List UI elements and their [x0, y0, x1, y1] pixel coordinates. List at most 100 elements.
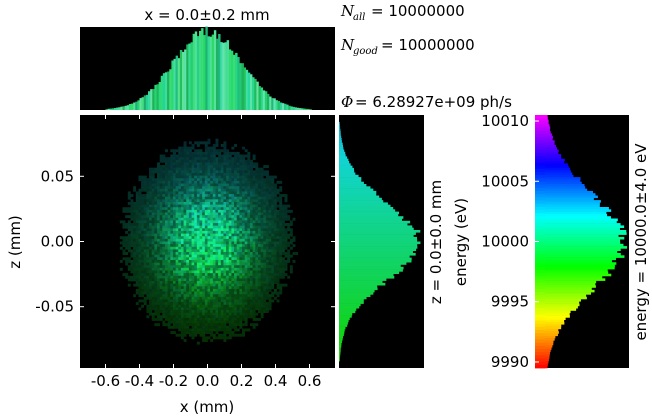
- heatmap-cell: [226, 230, 230, 234]
- heatmap-cell: [228, 278, 232, 282]
- heatmap-cell: [252, 199, 256, 203]
- heatmap-cell: [125, 238, 129, 242]
- heatmap-cell: [273, 296, 277, 300]
- heatmap-cell: [133, 228, 137, 232]
- heatmap-cell: [231, 204, 235, 208]
- heatmap-cell: [265, 170, 269, 174]
- heatmap-cell: [196, 188, 200, 192]
- heatmap-cell: [220, 167, 224, 171]
- heatmap-cell: [244, 317, 248, 321]
- heatmap-cell: [170, 246, 174, 250]
- heatmap-cell: [178, 207, 182, 211]
- heatmap-cell: [196, 246, 200, 250]
- heatmap-cell: [178, 296, 182, 300]
- heatmap-cell: [199, 307, 203, 311]
- heatmap-cell: [125, 262, 129, 266]
- heatmap-cell: [263, 288, 267, 292]
- heatmap-cell: [127, 191, 131, 195]
- heatmap-cell: [170, 233, 174, 237]
- heatmap-cell: [170, 325, 174, 329]
- heatmap-cell: [257, 170, 261, 174]
- heatmap-cell: [157, 259, 160, 263]
- heatmap-cell: [188, 315, 192, 319]
- heatmap-cell: [252, 217, 256, 221]
- heatmap-cell: [239, 212, 243, 216]
- heatmap-cell: [199, 175, 203, 179]
- heatmap-cell: [154, 299, 158, 303]
- heatmap-cell: [167, 304, 171, 308]
- x-histogram-bar: [269, 96, 272, 110]
- heatmap-cell: [207, 317, 211, 321]
- z-histogram-bar: [339, 248, 417, 251]
- heatmap-cell: [244, 294, 248, 298]
- heatmap-cell: [252, 283, 256, 287]
- heatmap-cell: [220, 294, 224, 298]
- heatmap-cell: [260, 249, 264, 253]
- heatmap-cell: [194, 223, 198, 226]
- heatmap-cell: [170, 149, 174, 153]
- heatmap-cell: [157, 162, 160, 166]
- heatmap-cell: [284, 262, 288, 266]
- z-tick-label: 0.05: [41, 167, 74, 185]
- heatmap-cell: [175, 159, 179, 163]
- heatmap-cell: [133, 201, 137, 205]
- heatmap-cell: [228, 310, 232, 313]
- heatmap-cell: [239, 265, 243, 269]
- heatmap-cell: [151, 302, 155, 306]
- heatmap-cell: [244, 196, 248, 200]
- energy-histogram-bar: [545, 220, 617, 224]
- heatmap-cell: [204, 217, 208, 221]
- heatmap-cell: [231, 262, 235, 266]
- heatmap-cell: [178, 286, 182, 290]
- heatmap-cell: [231, 162, 235, 166]
- heatmap-cell: [170, 183, 174, 187]
- heatmap-cell: [180, 281, 184, 284]
- heatmap-cell: [250, 273, 253, 277]
- heatmap-cell: [218, 162, 222, 166]
- heatmap-cell: [242, 246, 245, 250]
- heatmap-cell: [127, 220, 131, 224]
- heatmap-cell: [234, 186, 238, 190]
- heatmap-cell: [154, 259, 158, 263]
- heatmap-cell: [162, 304, 166, 308]
- energy-histogram-bar: [545, 193, 596, 196]
- heatmap-cell: [172, 225, 176, 229]
- heatmap-cell: [127, 201, 131, 205]
- heatmap-cell: [260, 191, 264, 195]
- heatmap-cell: [223, 196, 227, 200]
- heatmap-cell: [236, 209, 240, 213]
- z-histogram-bar: [339, 342, 342, 346]
- heatmap-cell: [271, 241, 275, 245]
- heatmap-cell: [175, 270, 179, 274]
- heatmap-cell: [228, 162, 232, 166]
- heatmap-cell: [138, 241, 142, 245]
- heatmap-cell: [220, 281, 224, 284]
- heatmap-cell: [138, 236, 142, 240]
- heatmap-cell: [180, 331, 184, 335]
- heatmap-cell: [263, 283, 267, 287]
- heatmap-cell: [234, 286, 238, 290]
- heatmap-cell: [130, 209, 134, 213]
- heatmap-cell: [257, 270, 261, 274]
- heatmap-cell: [199, 217, 203, 221]
- heatmap-cell: [223, 310, 227, 313]
- heatmap-cell: [175, 262, 179, 266]
- heatmap-cell: [247, 172, 251, 176]
- heatmap-cell: [186, 167, 190, 171]
- heatmap-cell: [252, 302, 256, 306]
- heatmap-cell: [183, 294, 187, 298]
- heatmap-cell: [210, 259, 214, 263]
- heatmap-cell: [255, 249, 259, 253]
- heatmap-cell: [263, 212, 267, 216]
- heatmap-cell: [186, 312, 190, 316]
- heatmap-cell: [199, 281, 203, 284]
- heatmap-cell: [271, 257, 275, 261]
- heatmap-cell: [231, 278, 235, 282]
- heatmap-cell: [226, 233, 230, 237]
- heatmap-cell: [244, 312, 248, 316]
- heatmap-cell: [250, 204, 253, 208]
- heatmap-cell: [242, 333, 245, 337]
- heatmap-cell: [154, 283, 158, 287]
- heatmap-cell: [167, 196, 171, 200]
- heatmap-cell: [175, 180, 179, 184]
